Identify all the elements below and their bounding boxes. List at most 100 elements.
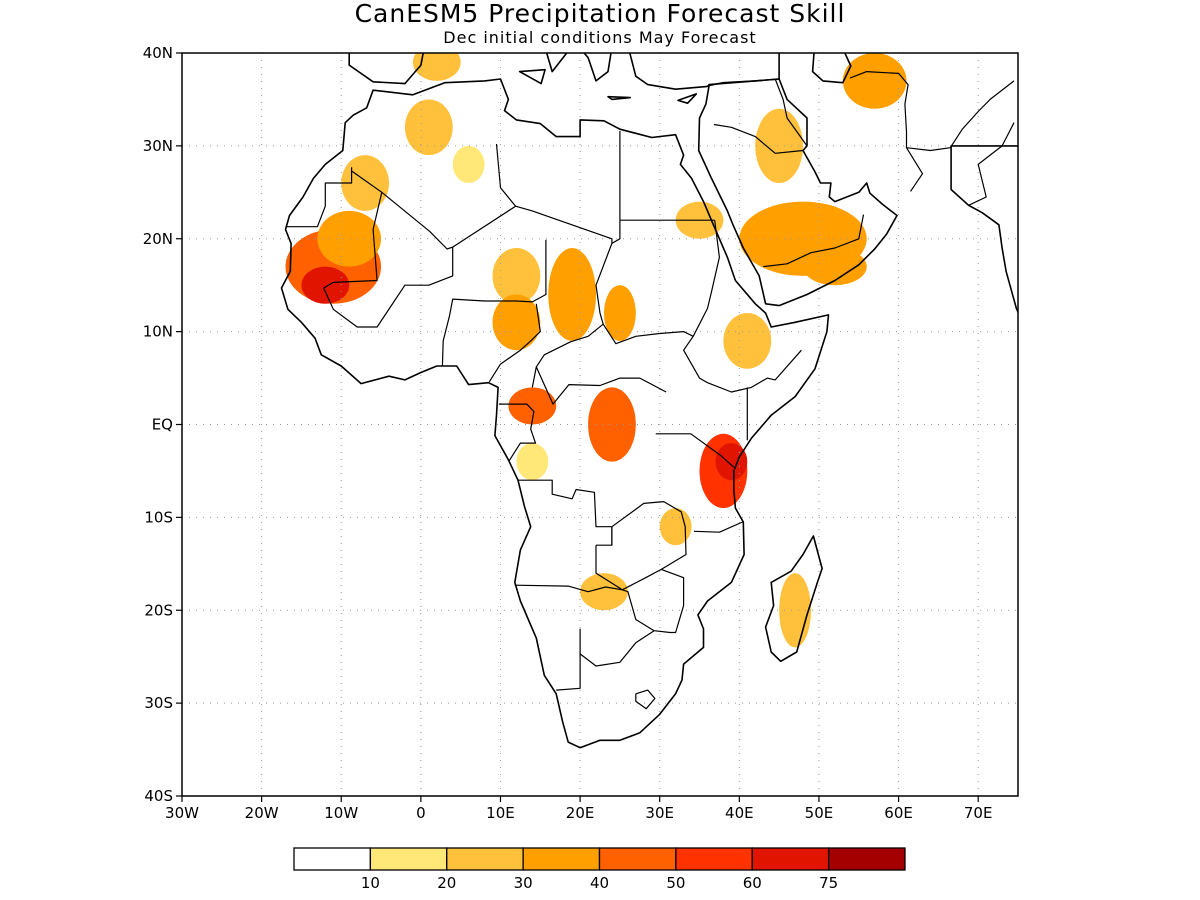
lon-tick-label-9: 60E bbox=[884, 804, 913, 822]
skill-area-7 bbox=[548, 248, 597, 341]
border-tanzania bbox=[655, 433, 735, 468]
skill-area-1 bbox=[301, 266, 350, 304]
border-algeria-niger-mali bbox=[351, 170, 516, 250]
lon-tick-label-8: 50E bbox=[805, 804, 834, 822]
border-zambia-drc bbox=[596, 501, 687, 591]
map-subtitle: Dec initial conditions May Forecast bbox=[443, 28, 757, 47]
lat-tick-label-8: 40S bbox=[144, 787, 173, 805]
lat-tick-label-7: 30S bbox=[144, 694, 173, 712]
skill-area-8 bbox=[492, 294, 541, 351]
border-lesotho bbox=[635, 689, 656, 710]
colorbar-swatch-0 bbox=[293, 847, 372, 871]
madagascar-coastline bbox=[764, 535, 823, 663]
border-gabon-congo bbox=[498, 403, 537, 462]
lat-tick-label-1: 30N bbox=[143, 137, 173, 155]
map-title: CanESM5 Precipitation Forecast Skill bbox=[354, 0, 846, 28]
sri-lanka-coastline bbox=[1056, 334, 1073, 368]
skill-area-21 bbox=[779, 573, 811, 648]
colorbar-swatch-5 bbox=[675, 847, 753, 871]
skill-area-6 bbox=[492, 248, 541, 304]
india-coastline bbox=[950, 145, 1018, 314]
border-niger-nigeria bbox=[441, 239, 547, 367]
colorbar-label-3: 40 bbox=[590, 874, 609, 892]
lon-tick-label-2: 10W bbox=[324, 804, 358, 822]
caspian-shore bbox=[811, 53, 852, 84]
skill-area-24 bbox=[516, 443, 549, 481]
lon-tick-label-10: 70E bbox=[964, 804, 993, 822]
skill-area-14 bbox=[723, 313, 772, 369]
border-angola-zambia-namibia bbox=[514, 545, 623, 593]
lat-tick-label-0: 40N bbox=[143, 44, 173, 62]
cyprus-coastline bbox=[677, 93, 698, 104]
colorbar-label-5: 60 bbox=[743, 874, 762, 892]
skill-area-9 bbox=[603, 285, 636, 341]
skill-area-13 bbox=[715, 443, 748, 481]
colorbar: 10 20 30 40 50 60 75 bbox=[293, 847, 906, 892]
border-tanzania-mozambique bbox=[693, 521, 743, 533]
border-algeria-libya bbox=[495, 143, 517, 207]
lon-tick-label-5: 20E bbox=[566, 804, 595, 822]
skill-area-2 bbox=[317, 210, 382, 267]
border-namibia-south-africa bbox=[556, 628, 581, 691]
border-mauritania-mali bbox=[323, 192, 383, 289]
skill-area-4 bbox=[404, 99, 453, 156]
lon-tick-label-1: 20W bbox=[245, 804, 279, 822]
skill-area-22 bbox=[580, 573, 628, 611]
colorbar-swatch-6 bbox=[751, 847, 830, 871]
colorbar-swatch-4 bbox=[598, 847, 677, 871]
skill-shading-layer bbox=[285, 53, 907, 648]
colorbar-swatch-2 bbox=[446, 847, 524, 871]
colorbar-label-6: 75 bbox=[819, 874, 838, 892]
border-mali-niger-burkina bbox=[323, 247, 454, 328]
colorbar-swatch-3 bbox=[522, 847, 601, 871]
skill-area-17 bbox=[755, 108, 804, 184]
lon-tick-label-4: 10E bbox=[486, 804, 515, 822]
border-afghanistan-pakistan bbox=[906, 80, 1015, 152]
border-car-drc bbox=[535, 366, 667, 405]
lat-tick-label-3: 10N bbox=[143, 323, 173, 341]
lat-tick-label-6: 20S bbox=[144, 601, 173, 619]
coastlines bbox=[280, 53, 1073, 749]
sicily-coastline bbox=[518, 68, 546, 85]
skill-area-3 bbox=[341, 155, 390, 211]
skill-area-23 bbox=[659, 508, 692, 546]
border-iran-pakistan-afghanistan bbox=[849, 71, 924, 192]
colorbar-swatch-1 bbox=[369, 847, 448, 871]
border-ethiopia-sudan bbox=[683, 220, 802, 393]
border-sudan-south-sudan bbox=[602, 323, 694, 345]
skill-area-5 bbox=[452, 145, 485, 184]
skill-area-18 bbox=[842, 53, 907, 109]
lon-tick-label-0: 30W bbox=[165, 804, 199, 822]
border-chad-cameroon bbox=[488, 303, 541, 383]
border-saudi-iraq-jordan bbox=[713, 123, 804, 154]
border-botswana-south-africa bbox=[579, 630, 655, 667]
colorbar-label-1: 20 bbox=[437, 874, 456, 892]
crete-coastline bbox=[607, 95, 632, 101]
europe-coastline bbox=[348, 53, 568, 85]
lat-tick-label-4: EQ bbox=[152, 416, 173, 434]
skill-area-19 bbox=[412, 53, 461, 81]
border-mozambique-zimbabwe bbox=[622, 568, 685, 634]
border-pakistan-india bbox=[968, 122, 1015, 206]
skill-area-11 bbox=[588, 387, 636, 462]
greece-turkey-coastline bbox=[583, 53, 780, 90]
lat-tick-label-2: 20N bbox=[143, 230, 173, 248]
skill-area-16 bbox=[803, 248, 867, 286]
gridlines bbox=[182, 53, 1018, 796]
lon-tick-label-7: 40E bbox=[725, 804, 754, 822]
border-chad-sudan bbox=[531, 243, 613, 388]
skill-area-10 bbox=[508, 387, 557, 425]
border-libya-south bbox=[515, 205, 621, 244]
colorbar-label-0: 10 bbox=[361, 874, 380, 892]
colorbar-swatch-7 bbox=[827, 847, 906, 871]
lat-tick-label-5: 10S bbox=[144, 508, 173, 526]
border-saudi-yemen-oman bbox=[763, 214, 865, 268]
colorbar-label-2: 30 bbox=[514, 874, 533, 892]
colorbar-label-4: 50 bbox=[666, 874, 685, 892]
lon-tick-label-3: 0 bbox=[416, 804, 426, 822]
lon-tick-label-6: 30E bbox=[645, 804, 674, 822]
border-drc-angola bbox=[518, 479, 613, 546]
africa-coastline bbox=[280, 78, 830, 749]
